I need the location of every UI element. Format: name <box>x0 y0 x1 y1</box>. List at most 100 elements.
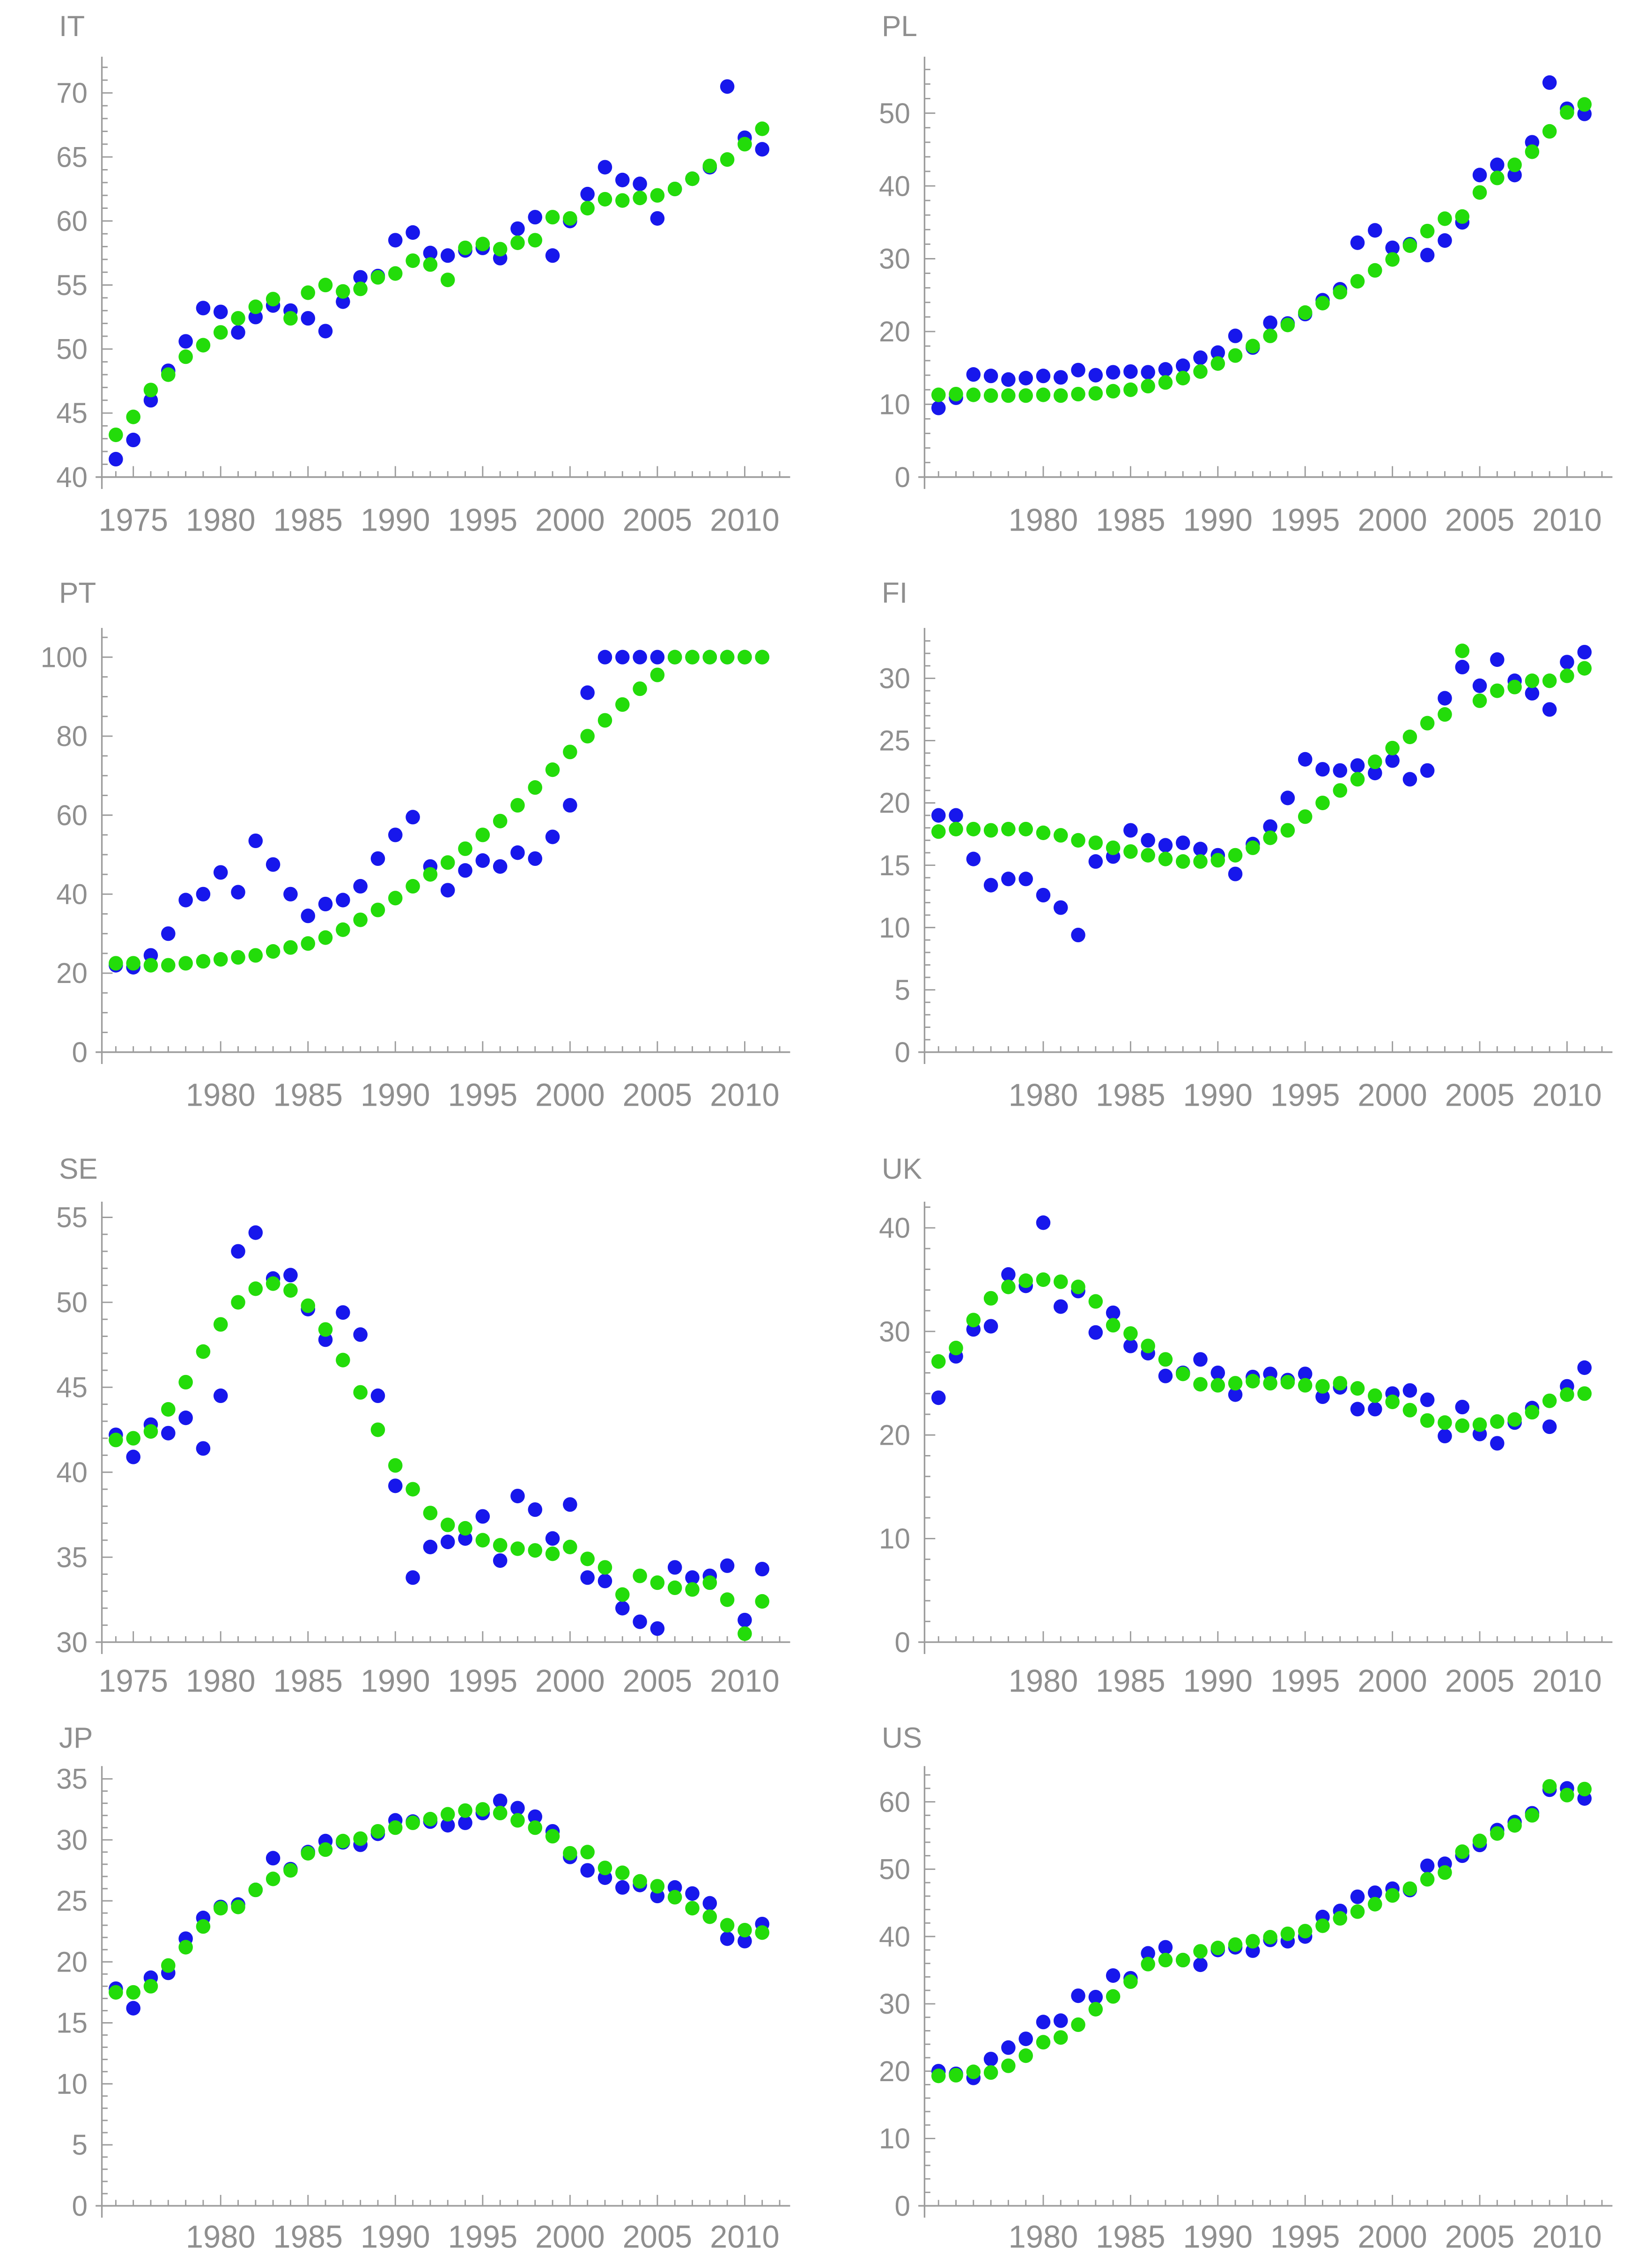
data-point <box>283 1283 298 1298</box>
data-point <box>178 1374 193 1390</box>
data-point <box>1315 1389 1330 1404</box>
data-point <box>1088 854 1103 869</box>
data-point <box>1018 1273 1033 1288</box>
scatter-plot-us: 0 10 20 30 40 50 60 1980 1985 1990 1995 2000 2005 201… <box>879 1766 1613 2255</box>
data-point <box>615 1865 630 1880</box>
y-tick-label: 20 <box>56 1946 88 1978</box>
data-point <box>458 1815 472 1830</box>
data-point <box>1228 1387 1243 1402</box>
data-point <box>1438 1865 1452 1880</box>
data-point <box>143 383 158 398</box>
data-point <box>1542 1419 1557 1434</box>
data-point <box>1175 358 1190 373</box>
data-point <box>109 1433 123 1448</box>
data-point <box>126 2001 140 2016</box>
data-point <box>178 349 193 364</box>
data-point <box>1018 821 1033 836</box>
data-point <box>1088 368 1103 383</box>
data-point <box>440 1534 455 1550</box>
data-point <box>685 1570 700 1585</box>
y-tick-label: 20 <box>879 787 910 819</box>
x-tick-label: 1980 <box>186 1663 256 1699</box>
data-point <box>720 1918 735 1933</box>
data-point <box>1490 1436 1505 1451</box>
data-point <box>1525 144 1540 159</box>
y-tick-label: 0 <box>894 2190 910 2222</box>
scatter-plot-pl: 0 10 20 30 40 50 1980 1985 1990 1995 2000 2005 2010 <box>879 57 1613 538</box>
data-point <box>1402 1881 1417 1896</box>
data-point <box>1385 252 1400 267</box>
data-point <box>1298 1367 1313 1381</box>
data-point <box>266 1871 280 1886</box>
data-point <box>983 1291 998 1306</box>
data-point <box>1001 372 1016 387</box>
y-tick-label: 60 <box>56 205 88 237</box>
data-point <box>1106 1318 1121 1333</box>
x-tick-label: 2010 <box>710 2219 780 2255</box>
data-point <box>126 1449 140 1464</box>
data-point <box>336 893 350 908</box>
data-point <box>633 177 647 192</box>
x-tick-label: 2000 <box>535 502 605 538</box>
x-tick-label: 2005 <box>1445 502 1515 538</box>
data-point <box>685 650 700 665</box>
data-point <box>1402 772 1417 787</box>
data-point <box>143 393 158 408</box>
chart-panel-it: IT 40 45 50 55 60 65 70 1975 1980 1985 1990 1995 200… <box>19 7 804 559</box>
y-tick-label: 0 <box>894 461 910 493</box>
chart-panel-pl: PL 0 10 20 30 40 50 1980 1985 1990 1995 2000 2005 20… <box>841 7 1626 559</box>
x-tick-label: 1980 <box>1009 502 1078 538</box>
data-point <box>1490 170 1505 185</box>
data-point <box>440 1817 455 1833</box>
data-point <box>1053 1299 1068 1314</box>
x-tick-label: 2005 <box>623 1663 693 1699</box>
data-point <box>650 188 665 203</box>
y-tick-label: 10 <box>879 1522 910 1555</box>
data-point <box>161 926 176 941</box>
data-point <box>388 891 403 906</box>
data-point <box>685 1886 700 1901</box>
tick-labels: 40 45 50 55 60 65 70 1975 1980 1985 1990 1995 2000 20… <box>56 77 780 538</box>
data-point <box>248 948 263 963</box>
y-tick-label: 30 <box>879 1988 910 2020</box>
data-point <box>493 1793 508 1808</box>
data-point <box>231 1295 245 1310</box>
data-point <box>318 1322 333 1337</box>
data-point <box>1560 655 1574 670</box>
data-point <box>1001 1267 1016 1282</box>
data-point <box>1036 387 1051 402</box>
x-tick-label: 2000 <box>535 2219 605 2255</box>
data-point <box>1368 754 1382 769</box>
data-point <box>1525 686 1540 701</box>
data-point <box>1368 1388 1382 1403</box>
x-tick-label: 1985 <box>1096 2219 1166 2255</box>
x-tick-label: 1980 <box>186 1078 256 1113</box>
data-point <box>318 930 333 945</box>
data-point <box>475 853 490 868</box>
data-point <box>1472 168 1487 183</box>
chart-title-it: IT <box>59 10 85 43</box>
chart-panel-se: SE 30 35 40 45 50 55 1975 1980 1985 1990 1995 2000 2… <box>19 1150 804 1704</box>
data-point <box>598 1560 612 1575</box>
data-point <box>1158 851 1173 866</box>
data-point <box>1071 386 1085 402</box>
data-point <box>423 867 438 882</box>
data-point <box>353 912 368 927</box>
data-point <box>248 299 263 314</box>
data-point <box>301 936 316 951</box>
data-point <box>283 1863 298 1878</box>
series-blue <box>109 650 769 975</box>
data-point <box>580 1570 595 1585</box>
data-point <box>1106 840 1121 855</box>
axes <box>918 57 1613 489</box>
x-tick-label: 1995 <box>1270 502 1340 538</box>
x-tick-label: 1985 <box>1096 1663 1166 1699</box>
data-point <box>738 1612 752 1627</box>
data-point <box>1455 643 1470 658</box>
data-point <box>1350 1889 1365 1904</box>
tick-marks <box>924 1206 1603 1643</box>
y-tick-label: 0 <box>894 1626 910 1658</box>
data-point <box>1053 388 1068 403</box>
data-point <box>283 1268 298 1283</box>
y-tick-label: 25 <box>56 1885 88 1917</box>
